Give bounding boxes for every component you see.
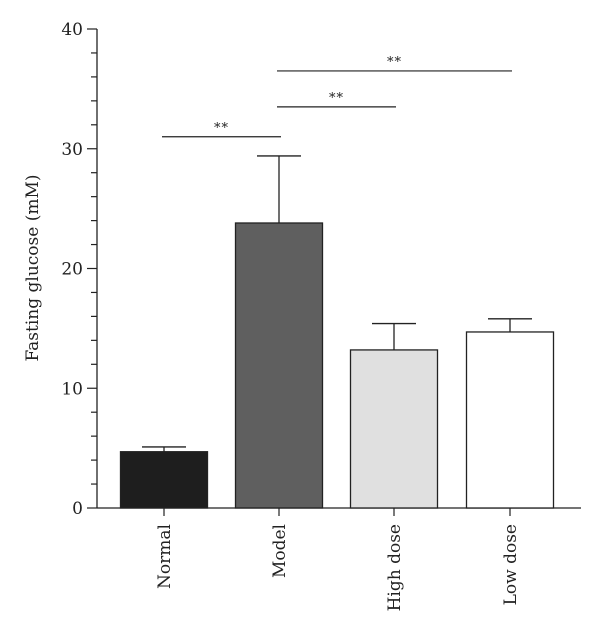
significance-label: ** bbox=[214, 121, 229, 136]
y-tick-label: 0 bbox=[72, 499, 83, 519]
x-category-label: Low dose bbox=[501, 524, 521, 605]
y-tick-label: 30 bbox=[61, 140, 83, 160]
x-category-label: Normal bbox=[155, 524, 175, 589]
bar-normal bbox=[119, 451, 209, 509]
significance-label: ** bbox=[387, 55, 402, 70]
bar-low-dose bbox=[465, 331, 555, 509]
bars-group bbox=[119, 222, 555, 509]
bar-high-dose bbox=[349, 349, 439, 509]
significance-group: ** ** ** bbox=[162, 55, 512, 138]
x-category-label: Model bbox=[270, 524, 290, 578]
significance-label: ** bbox=[329, 91, 344, 106]
labels-group: 0 10 20 30 40 Normal Model High dose Low dose bbox=[61, 20, 521, 611]
y-axis-title: Fasting glucose (mM) bbox=[23, 174, 43, 361]
y-tick-label: 10 bbox=[61, 379, 83, 399]
y-tick-label: 40 bbox=[61, 20, 83, 40]
error-bars-group bbox=[142, 155, 532, 452]
x-category-label: High dose bbox=[385, 524, 405, 611]
bar-model bbox=[234, 222, 324, 509]
y-tick-label: 20 bbox=[61, 260, 83, 280]
